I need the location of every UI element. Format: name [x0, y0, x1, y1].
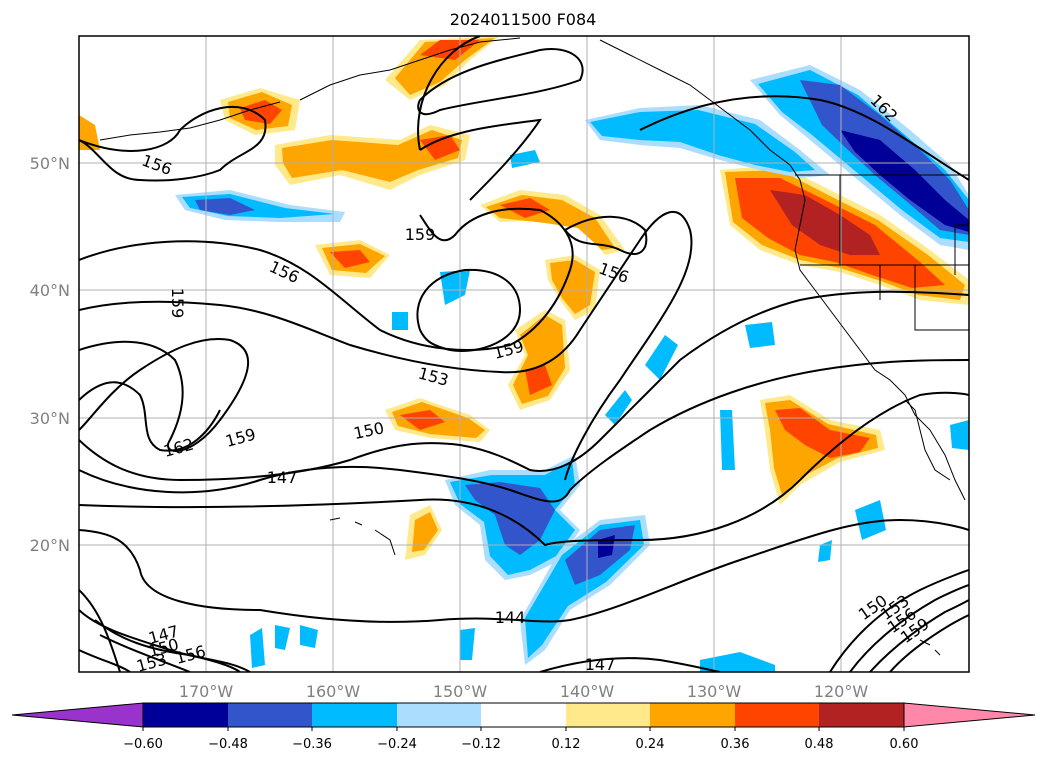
colorbar-tick-label: 0.24: [636, 737, 665, 752]
colorbar-swatch: [228, 703, 312, 727]
shade-negative: [605, 390, 632, 425]
lon-label: 160°W: [306, 682, 361, 701]
shade-negative: [275, 625, 290, 650]
colorbar-swatch: [819, 703, 904, 727]
colorbar-swatch: [312, 703, 397, 727]
colorbar-swatch: [481, 703, 566, 727]
map-frame: [78, 35, 970, 673]
colorbar-swatch: [735, 703, 819, 727]
graticule: [79, 36, 969, 672]
shaded-fields: [79, 36, 969, 672]
shade-negative: [840, 130, 969, 232]
colorbar-swatch: [397, 703, 481, 727]
shade-positive: [770, 190, 880, 255]
colorbar-swatch: [143, 703, 228, 727]
contour-label: 147: [585, 655, 616, 674]
contour-label: 159: [168, 288, 187, 319]
lat-label: 40°N: [30, 281, 70, 300]
shade-positive: [282, 130, 462, 182]
shade-positive: [330, 250, 370, 268]
lat-label: 50°N: [30, 154, 70, 173]
colorbar-swatch: [650, 703, 735, 727]
shade-negative: [392, 312, 408, 330]
shade-positive: [513, 315, 565, 404]
lon-label: 170°W: [179, 682, 234, 701]
shade-positive: [550, 260, 595, 314]
colorbar-extend-max: [903, 702, 1036, 728]
shade-negative: [950, 420, 969, 450]
shade-negative: [700, 652, 775, 672]
lon-label: 120°W: [814, 682, 869, 701]
shade-negative: [300, 625, 318, 648]
contour-label: 159: [405, 225, 436, 244]
colorbar-ticks: [142, 727, 905, 731]
contours: [79, 36, 969, 672]
lon-labels: 170°W 160°W 150°W 140°W 130°W 120°W: [179, 682, 869, 701]
shade-positive: [775, 408, 870, 458]
shade-positive: [420, 135, 460, 160]
colorbar-tick-label: −0.36: [292, 737, 332, 752]
colorbar-extend-min: [11, 702, 144, 728]
shade-positive: [400, 410, 445, 430]
shade-positive: [412, 512, 438, 552]
lat-labels: 50°N 40°N 30°N 20°N: [30, 154, 70, 555]
colorbar-tick-label: 0.60: [890, 737, 919, 752]
contour-label: 153: [134, 650, 168, 676]
shade-negative: [720, 410, 735, 470]
shade-negative: [250, 628, 265, 668]
shade-positive: [240, 100, 282, 124]
map-area[interactable]: 156 159 156 159 159 153 150 162 159 147 …: [79, 36, 969, 676]
shade-negative: [460, 628, 475, 660]
colorbar-tick-label: −0.12: [461, 737, 501, 752]
contour-label: 144: [495, 608, 526, 627]
shade-positive: [395, 38, 495, 95]
lat-label: 20°N: [30, 536, 70, 555]
colorbar-tick-label: −0.60: [123, 737, 163, 752]
shade-negative: [195, 198, 255, 215]
lat-label: 30°N: [30, 409, 70, 428]
colorbar-tick-label: 0.36: [721, 737, 750, 752]
colorbar-frame: [142, 702, 905, 728]
colorbar-tick-label: 0.12: [552, 737, 581, 752]
shade-negative: [645, 335, 678, 380]
colorbar-tick-label: −0.24: [377, 737, 417, 752]
lon-label: 150°W: [433, 682, 488, 701]
contour-labels: 156 159 156 159 159 153 150 162 159 147 …: [134, 91, 932, 676]
colorbar-swatch: [566, 703, 650, 727]
colorbar-tick-label: 0.48: [805, 737, 834, 752]
shade-positive: [525, 365, 552, 395]
shade-negative: [745, 322, 775, 348]
contour-label: 147: [267, 468, 298, 487]
shade-negative: [855, 500, 886, 540]
shade-negative: [590, 110, 815, 172]
lon-label: 140°W: [560, 682, 615, 701]
shade-negative: [440, 270, 470, 305]
colorbar-tick-label: −0.48: [208, 737, 248, 752]
colorbar: −0.60 −0.48 −0.36 −0.24 −0.12 0.12 0.24 …: [11, 702, 1036, 752]
map-title: 2024011500 F084: [450, 10, 597, 29]
lon-label: 130°W: [687, 682, 742, 701]
